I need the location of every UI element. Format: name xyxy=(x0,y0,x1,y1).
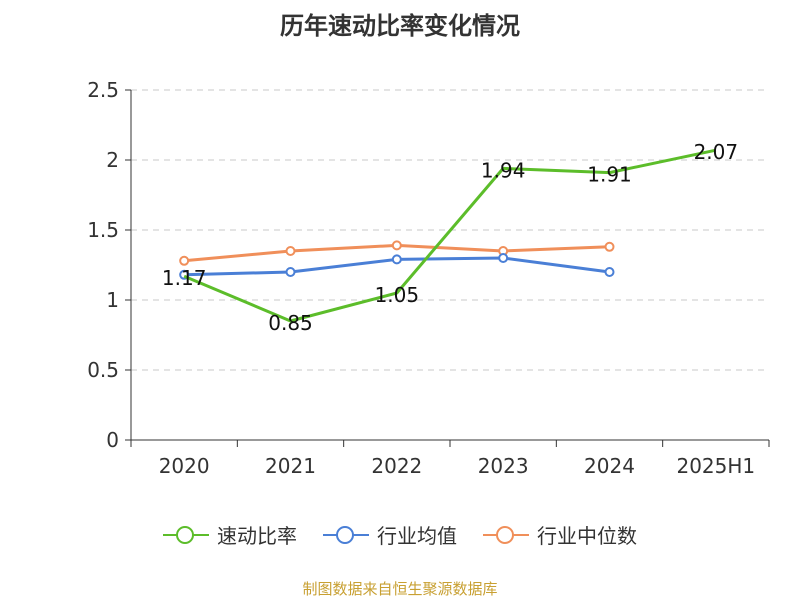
y-tick-label: 2.5 xyxy=(87,78,119,102)
legend-item-quick-ratio[interactable]: 速动比率 xyxy=(163,520,297,549)
y-tick-label: 0.5 xyxy=(87,358,119,382)
chart-title: 历年速动比率变化情况 xyxy=(280,12,520,40)
y-tick-label: 2 xyxy=(106,148,119,172)
y-tick-label: 0 xyxy=(106,428,119,452)
legend-marker-icon xyxy=(323,525,369,544)
data-label: 2.07 xyxy=(694,140,739,164)
legend-label: 行业均值 xyxy=(377,524,457,548)
series-point xyxy=(498,253,509,263)
data-label: 0.85 xyxy=(268,311,313,335)
legend-item-industry-median[interactable]: 行业中位数 xyxy=(483,520,637,549)
data-label: 1.94 xyxy=(481,158,526,182)
data-label: 1.17 xyxy=(162,266,207,290)
series-line xyxy=(183,148,717,323)
x-tick-label: 2025H1 xyxy=(676,454,755,478)
legend: 速动比率 行业均值 行业中位数 xyxy=(0,520,800,549)
data-label: 1.05 xyxy=(375,283,420,307)
y-tick-label: 1.5 xyxy=(87,218,119,242)
series-point xyxy=(391,254,402,265)
data-label: 1.91 xyxy=(587,163,632,187)
legend-label: 速动比率 xyxy=(217,524,297,548)
series-point xyxy=(391,240,402,251)
series-layer xyxy=(179,148,717,323)
data-label-layer: 1.17 0.85 1.05 1.94 1.91 2.07 xyxy=(162,140,738,335)
x-tick-label: 2021 xyxy=(265,454,316,478)
series-point xyxy=(604,241,615,252)
legend-marker-icon xyxy=(483,525,529,544)
series-point xyxy=(285,267,296,277)
x-tick-label: 2023 xyxy=(478,454,529,478)
legend-label: 行业中位数 xyxy=(537,524,637,548)
series-point xyxy=(179,255,190,266)
series-point xyxy=(604,267,615,277)
source-note: 制图数据来自恒生聚源数据库 xyxy=(302,580,498,598)
y-tick-label: 1 xyxy=(106,288,119,312)
x-tick-label: 2024 xyxy=(584,454,635,478)
series-point xyxy=(285,246,296,256)
x-tick-label: 2020 xyxy=(159,454,210,478)
legend-item-industry-mean[interactable]: 行业均值 xyxy=(323,520,457,549)
axis-layer: 0 0.5 1 1.5 2 2.5 2020 2021 2022 2023 2024 2025H1 xyxy=(87,78,770,478)
legend-marker-icon xyxy=(163,525,209,544)
x-tick-label: 2022 xyxy=(371,454,422,478)
